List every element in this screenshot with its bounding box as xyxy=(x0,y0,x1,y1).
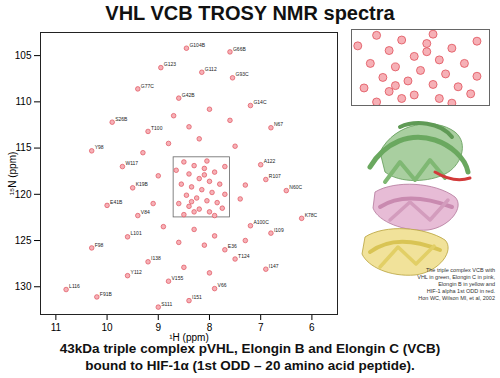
svg-text:K78C: K78C xyxy=(305,212,318,218)
svg-text:T124: T124 xyxy=(238,253,250,259)
svg-text:S111: S111 xyxy=(161,301,172,307)
svg-text:F98: F98 xyxy=(95,242,104,248)
svg-text:VHL in green, Elongin C in pin: VHL in green, Elongin C in pink, xyxy=(417,274,495,280)
svg-text:G77C: G77C xyxy=(141,83,154,89)
svg-text:R107: R107 xyxy=(269,173,281,179)
svg-text:105: 105 xyxy=(15,50,32,61)
svg-text:G93C: G93C xyxy=(236,71,249,77)
svg-text:L101: L101 xyxy=(131,230,142,236)
svg-text:G112: G112 xyxy=(205,66,217,72)
svg-text:Y98: Y98 xyxy=(95,144,104,150)
svg-text:Hon WC, Wilson MI, et al, 2002: Hon WC, Wilson MI, et al, 2002 xyxy=(418,295,495,301)
svg-text:V155: V155 xyxy=(172,275,184,281)
svg-text:Elongin B in yellow and: Elongin B in yellow and xyxy=(438,281,495,287)
html-text:bound to HIF-1α (1st ODD – 20: bound to HIF-1α (1st ODD – 20 amino acid… xyxy=(85,358,415,373)
svg-text:W117: W117 xyxy=(125,160,138,166)
svg-text:9: 9 xyxy=(155,322,161,333)
svg-text:130: 130 xyxy=(15,281,32,292)
svg-text:E41B: E41B xyxy=(110,199,123,205)
svg-text:110: 110 xyxy=(16,96,32,107)
svg-text:11: 11 xyxy=(51,322,62,333)
svg-text:L116: L116 xyxy=(69,283,80,289)
svg-text:V84: V84 xyxy=(141,209,150,215)
svg-text:120: 120 xyxy=(14,188,32,200)
svg-text:10: 10 xyxy=(102,322,114,333)
svg-text:A100C: A100C xyxy=(253,219,269,225)
svg-text:7: 7 xyxy=(258,322,264,333)
svg-text:K19B: K19B xyxy=(136,181,149,187)
svg-text:G66B: G66B xyxy=(233,46,246,52)
svg-text:I109: I109 xyxy=(274,227,284,233)
html-text:VHL VCB TROSY NMR spectra: VHL VCB TROSY NMR spectra xyxy=(105,2,395,24)
svg-text:E36: E36 xyxy=(228,243,237,249)
svg-text:V66: V66 xyxy=(218,282,227,288)
svg-text:Y112: Y112 xyxy=(131,269,143,275)
svg-text:N60C: N60C xyxy=(289,184,302,190)
svg-text:G14C: G14C xyxy=(253,99,266,105)
svg-text:¹⁵N (ppm): ¹⁵N (ppm) xyxy=(7,152,18,196)
svg-text:G42B: G42B xyxy=(182,92,195,98)
svg-text:I151: I151 xyxy=(192,294,202,300)
html-text:43kDa triple complex pVHL, Elo: 43kDa triple complex pVHL, Elongin B and… xyxy=(59,341,441,356)
svg-text:HIF-1 alpha 1st ODD in red.: HIF-1 alpha 1st ODD in red. xyxy=(427,288,496,294)
svg-text:N67: N67 xyxy=(274,121,283,127)
svg-text:115: 115 xyxy=(16,142,32,153)
svg-text:¹H (ppm): ¹H (ppm) xyxy=(169,332,208,343)
svg-text:I147: I147 xyxy=(269,263,279,269)
svg-text:G104B: G104B xyxy=(189,42,205,48)
svg-text:6: 6 xyxy=(309,322,315,333)
svg-text:T100: T100 xyxy=(151,125,163,131)
svg-text:I138: I138 xyxy=(151,255,161,261)
svg-text:S26B: S26B xyxy=(115,116,128,122)
svg-text:8: 8 xyxy=(206,321,213,333)
svg-text:125: 125 xyxy=(15,235,32,246)
svg-text:G123: G123 xyxy=(164,61,176,67)
svg-text:F91B: F91B xyxy=(100,291,113,297)
svg-text:The triple complex VCB with: The triple complex VCB with xyxy=(426,267,495,273)
svg-text:A122: A122 xyxy=(264,158,276,164)
